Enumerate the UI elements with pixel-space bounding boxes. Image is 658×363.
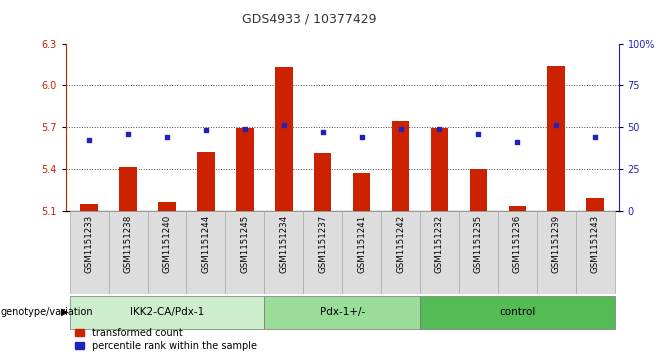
Point (84, 138, 94, 143)
Point (473, 131, 484, 136)
Bar (586, 198, 604, 211)
Text: GDS4933 / 10377429: GDS4933 / 10377429 (242, 12, 376, 25)
Bar (109, 211, 147, 294)
Bar (470, 169, 487, 211)
Bar (459, 211, 498, 294)
Point (162, 134, 172, 140)
Bar (420, 211, 459, 294)
Text: control: control (499, 307, 536, 317)
Text: ▶: ▶ (61, 307, 68, 317)
Point (512, 139, 522, 145)
Bar (353, 173, 370, 211)
Point (590, 134, 601, 140)
Text: GSM1151239: GSM1151239 (552, 215, 561, 273)
Bar (342, 211, 381, 294)
Text: GSM1151240: GSM1151240 (163, 215, 172, 273)
Bar (509, 206, 526, 211)
Bar (420, 296, 615, 329)
Text: GSM1151234: GSM1151234 (279, 215, 288, 273)
Bar (147, 211, 186, 294)
Point (395, 126, 406, 132)
Point (317, 129, 328, 135)
Bar (80, 204, 98, 211)
Bar (70, 296, 265, 329)
Point (123, 131, 134, 136)
Bar (275, 67, 293, 211)
Bar (265, 211, 303, 294)
Bar (119, 167, 137, 211)
Point (357, 134, 367, 140)
Text: GSM1151243: GSM1151243 (591, 215, 599, 273)
Point (278, 122, 289, 128)
Bar (314, 154, 332, 211)
Bar (70, 211, 109, 294)
Bar (265, 296, 420, 329)
Text: GSM1151233: GSM1151233 (85, 215, 93, 273)
Bar (158, 202, 176, 211)
Bar (576, 211, 615, 294)
Bar (431, 129, 448, 211)
Bar (537, 211, 576, 294)
Text: Pdx-1+/-: Pdx-1+/- (320, 307, 365, 317)
Bar (381, 211, 420, 294)
Text: genotype/variation: genotype/variation (1, 307, 93, 317)
Bar (392, 122, 409, 211)
Text: GSM1151244: GSM1151244 (201, 215, 211, 273)
Text: GSM1151236: GSM1151236 (513, 215, 522, 273)
Text: GSM1151237: GSM1151237 (318, 215, 327, 273)
Bar (547, 66, 565, 211)
Text: GSM1151232: GSM1151232 (435, 215, 444, 273)
Point (240, 126, 250, 132)
Point (201, 127, 211, 133)
Bar (226, 211, 265, 294)
Text: GSM1151241: GSM1151241 (357, 215, 366, 273)
Bar (186, 211, 226, 294)
Text: GSM1151235: GSM1151235 (474, 215, 483, 273)
Text: GSM1151245: GSM1151245 (240, 215, 249, 273)
Point (434, 126, 445, 132)
Bar (303, 211, 342, 294)
Bar (498, 211, 537, 294)
Point (551, 122, 561, 128)
Text: GSM1151242: GSM1151242 (396, 215, 405, 273)
Text: GSM1151238: GSM1151238 (124, 215, 132, 273)
Bar (197, 152, 215, 211)
Bar (236, 129, 253, 211)
Legend: transformed count, percentile rank within the sample: transformed count, percentile rank withi… (70, 324, 261, 355)
Text: IKK2-CA/Pdx-1: IKK2-CA/Pdx-1 (130, 307, 204, 317)
